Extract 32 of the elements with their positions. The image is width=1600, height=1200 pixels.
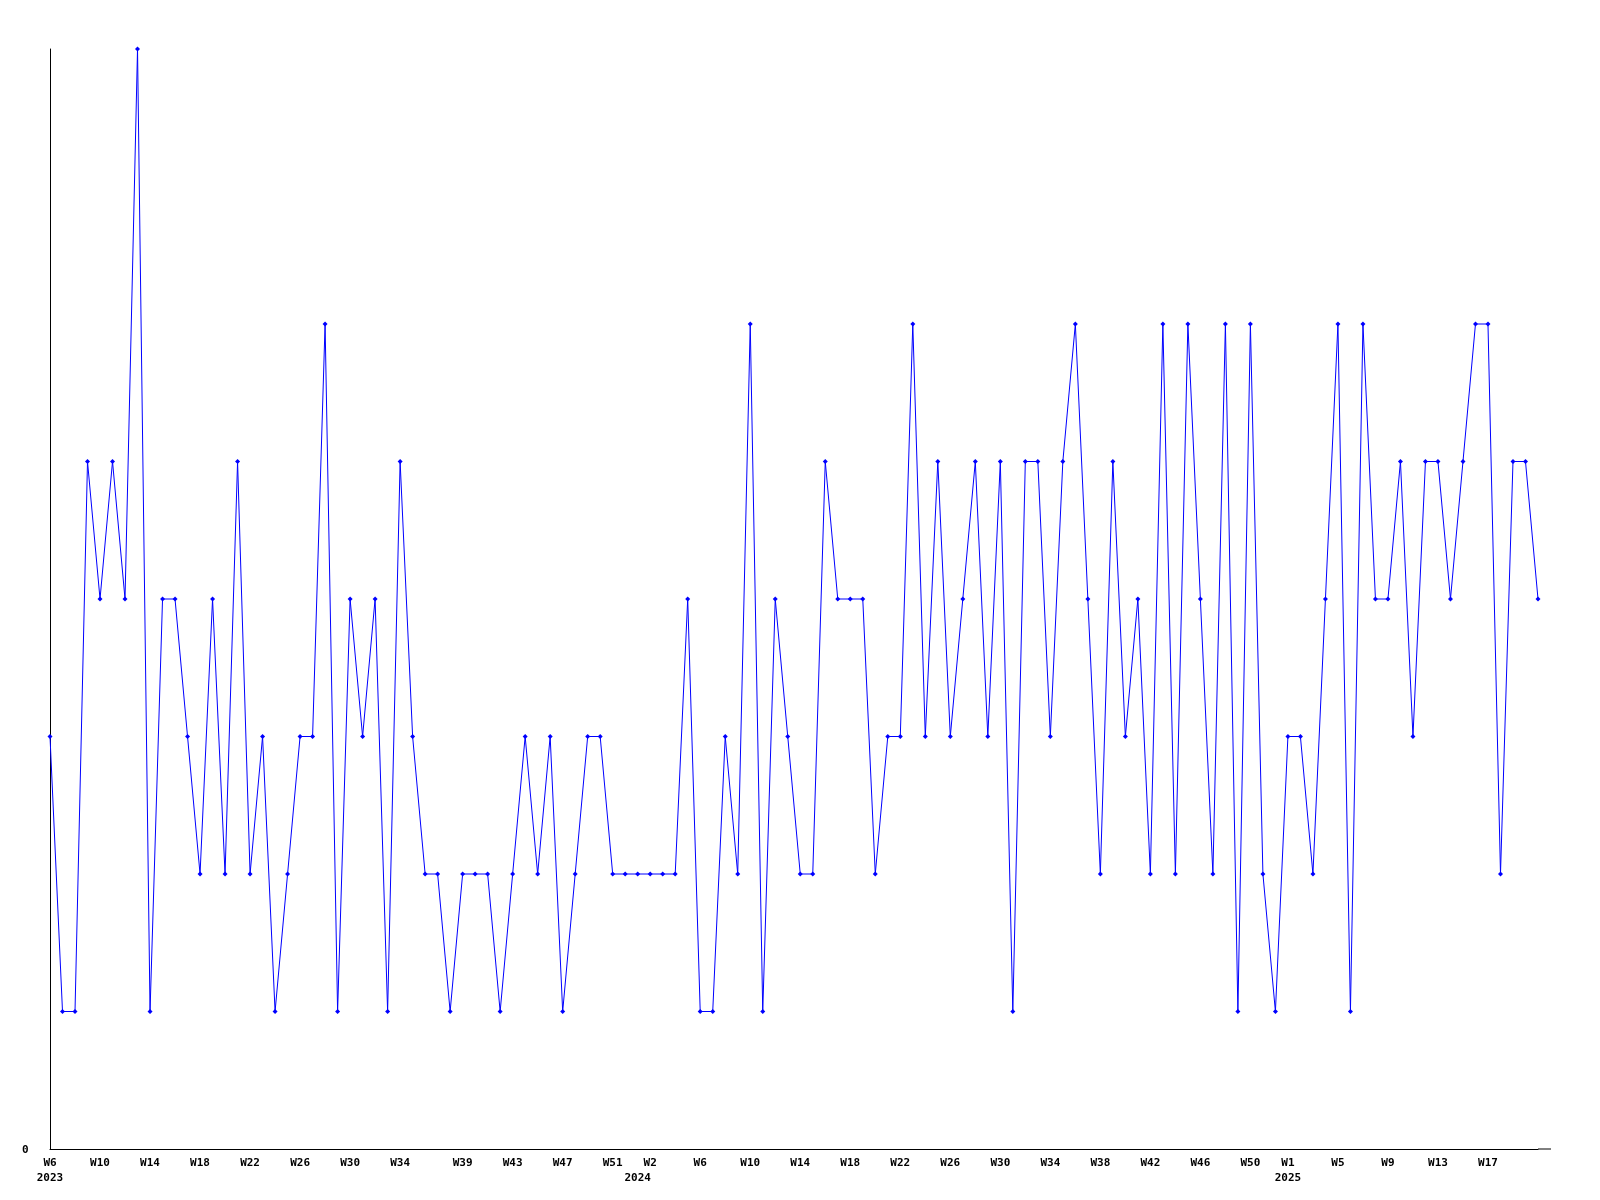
x-tick-label: W50 [1240,1156,1261,1169]
x-tick-label: W14 [790,1156,811,1169]
x-tick-label: W10 [740,1156,761,1169]
x-tick-label: W22 [240,1156,260,1169]
text: 0 [22,1142,29,1156]
x-tick-label: W38 [1090,1156,1111,1169]
x-tick-label: W30 [990,1156,1011,1169]
x-tick-label: W43 [502,1156,523,1169]
x-tick-label: W42 [1140,1156,1161,1169]
x-tick-label: 2024 [624,1171,652,1184]
x-tick-label: W1 2025 [1274,1156,1302,1184]
x-tick-label: W18 [190,1156,210,1169]
x-tick-label: W22 [890,1156,911,1169]
x-tick-label: W6 [693,1156,708,1169]
x-tick-label: W9 [1381,1156,1395,1169]
x-tick-label: W34 [390,1156,411,1169]
x-tick-label: W39 [452,1156,473,1169]
x-tick-label: W10 [90,1156,110,1169]
x-tick-label: W13 [1428,1156,1448,1169]
x-tick-label: W51 [602,1156,623,1169]
x-tick-label: W2 [643,1156,657,1169]
x-tick-label: W34 [1040,1156,1061,1169]
x-tick-label: W18 [840,1156,861,1169]
x-tick-label: W46 [1190,1156,1211,1169]
x-tick-label: W14 [140,1156,161,1169]
x-tick-label: W30 [340,1156,361,1169]
x-tick-label: W17 [1478,1156,1498,1169]
x-tick-label: W5 [1331,1156,1345,1169]
x-tick-label: W26 [290,1156,311,1169]
x-tick-label: W47 [552,1156,573,1169]
x-tick-label: W6 2023 [36,1156,64,1184]
x-tick-label: W26 [940,1156,961,1169]
